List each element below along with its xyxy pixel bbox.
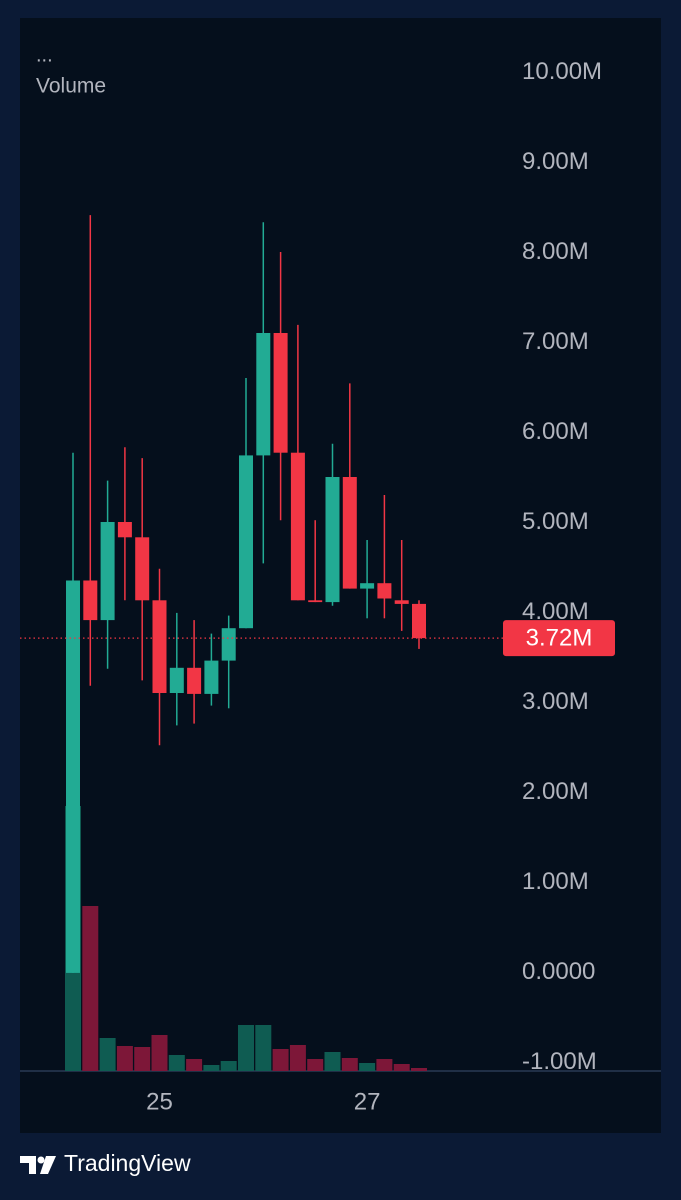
candle-body <box>377 583 392 599</box>
x-tick-label: 27 <box>354 1088 381 1115</box>
candle-body <box>135 537 150 601</box>
y-tick-label: 1.00M <box>522 868 589 895</box>
candle-body <box>412 603 426 639</box>
volume-bar <box>411 1068 427 1071</box>
logo <box>20 1156 56 1174</box>
y-tick-label: 9.00M <box>522 148 589 175</box>
y-tick-label: 3.00M <box>522 688 589 715</box>
y-tick-label: -1.00M <box>522 1048 597 1075</box>
candle-body <box>256 333 271 456</box>
candle-body <box>221 628 236 661</box>
candle-body <box>204 660 219 694</box>
volume-bar <box>307 1059 324 1071</box>
volume-bar <box>186 1059 203 1071</box>
candle-body <box>308 600 323 603</box>
candle-body <box>83 580 98 621</box>
candle-body <box>325 477 340 603</box>
volume-bar <box>341 1058 358 1071</box>
candle-body <box>187 667 202 694</box>
volume-bar <box>151 1035 168 1071</box>
volume-bar <box>203 1065 220 1071</box>
x-tick-label: 25 <box>146 1088 173 1115</box>
candle-body <box>360 583 375 589</box>
candle-body <box>273 333 288 453</box>
candle-body <box>152 600 167 693</box>
volume-bar <box>255 1025 272 1071</box>
last-price-badge <box>503 620 615 657</box>
volume-bar <box>324 1052 341 1071</box>
volume-bar <box>134 1047 151 1071</box>
volume-bar <box>272 1049 289 1071</box>
candle-body <box>100 522 115 621</box>
y-tick-label: 8.00M <box>522 238 589 265</box>
volume-bar <box>99 1038 116 1071</box>
candle-body <box>239 455 253 629</box>
y-tick-label: 10.00M <box>522 58 602 85</box>
volume-bar <box>289 1045 306 1071</box>
menu[interactable]: ... <box>36 44 53 66</box>
volume-bar <box>116 1046 133 1071</box>
y-tick-label: 6.00M <box>522 418 589 445</box>
candle-body <box>117 522 132 538</box>
candle-body <box>169 667 184 693</box>
candle-body <box>394 600 409 604</box>
volume-bar <box>376 1059 393 1071</box>
indicator-label[interactable]: Volume <box>36 75 106 98</box>
volume-bar <box>220 1061 237 1071</box>
candle-body <box>66 580 80 973</box>
volume-bar <box>168 1055 185 1071</box>
y-tick-label: 5.00M <box>522 508 589 535</box>
volume-bar <box>393 1064 410 1071</box>
y-tick-label: 7.00M <box>522 328 589 355</box>
candle-body <box>290 452 305 601</box>
volume-bar <box>359 1063 376 1071</box>
y-tick-label: 2.00M <box>522 778 589 805</box>
chart-panel <box>20 18 661 1133</box>
brand[interactable]: TradingView <box>64 1150 191 1176</box>
last-price-label: 3.72M <box>526 624 593 651</box>
volume-bar <box>82 906 99 1071</box>
y-tick-label: 0.0000 <box>522 958 595 985</box>
candle-body <box>342 477 357 589</box>
volume-bar <box>238 1025 254 1071</box>
